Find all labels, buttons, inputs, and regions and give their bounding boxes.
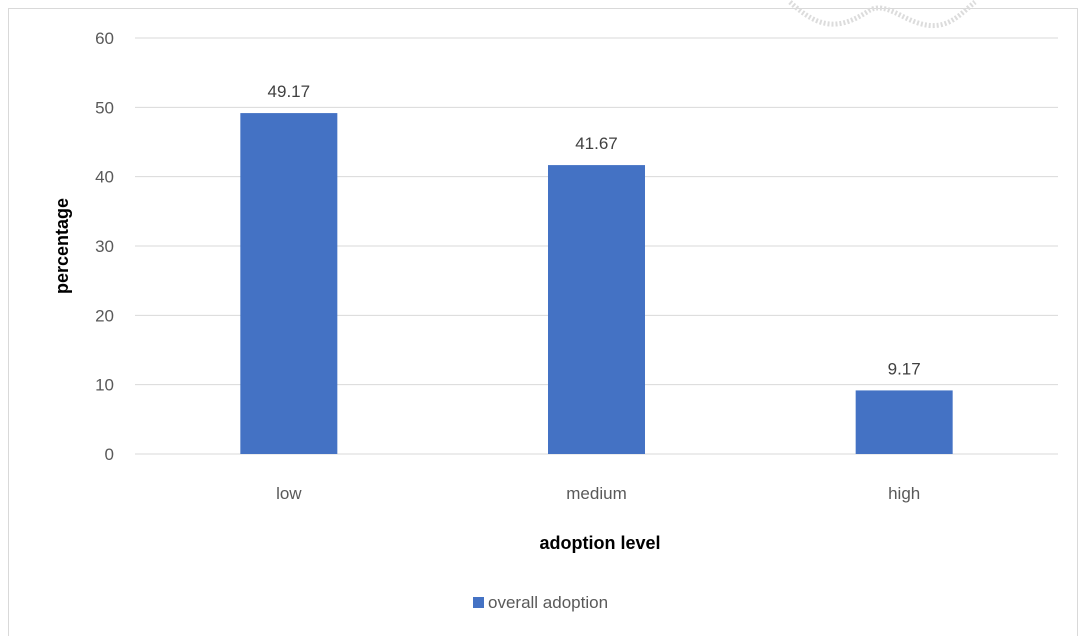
y-tick-label: 20 — [95, 306, 114, 325]
legend-swatch — [473, 597, 484, 608]
legend-label: overall adoption — [488, 593, 608, 612]
y-tick-label: 10 — [95, 376, 114, 395]
bar-medium — [548, 165, 645, 454]
bar-high — [855, 390, 953, 454]
y-tick-label: 40 — [95, 168, 114, 187]
bars — [240, 113, 953, 454]
bar-low — [240, 113, 338, 454]
data-label: 49.17 — [268, 82, 311, 101]
chart-frame — [8, 8, 1078, 636]
data-label: 41.67 — [575, 134, 618, 153]
data-labels: 49.17 41.67 9.17 — [268, 82, 921, 378]
x-axis-ticks: low medium high — [276, 484, 920, 503]
watermark-stroke — [788, 0, 977, 29]
x-tick-label: medium — [566, 484, 626, 503]
legend: overall adoption — [473, 593, 608, 612]
x-tick-label: low — [276, 484, 302, 503]
data-label: 9.17 — [888, 359, 921, 378]
y-tick-label: 50 — [95, 98, 114, 117]
y-axis-title: percentage — [52, 198, 72, 294]
x-tick-label: high — [888, 484, 920, 503]
x-axis-title: adoption level — [539, 533, 660, 553]
y-tick-label: 0 — [105, 445, 114, 464]
y-axis-ticks: 0 10 20 30 40 50 60 — [95, 29, 114, 464]
y-tick-label: 60 — [95, 29, 114, 48]
y-tick-label: 30 — [95, 237, 114, 256]
